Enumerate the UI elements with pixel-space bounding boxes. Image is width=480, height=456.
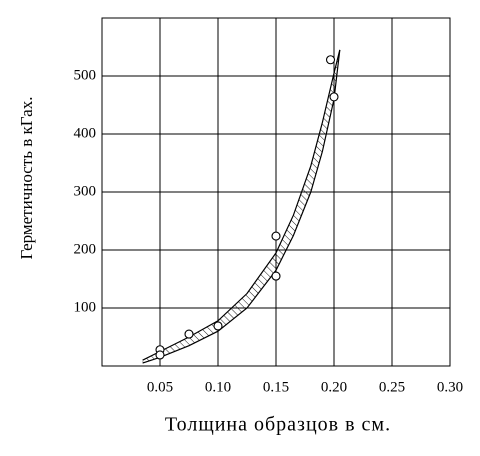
data-point [213, 321, 223, 331]
band-lower [142, 49, 341, 364]
data-point [271, 271, 281, 281]
x-tick-label: 0.05 [147, 379, 173, 395]
data-point [271, 231, 281, 241]
data-point [329, 92, 339, 102]
x-tick-label: 0.30 [437, 379, 463, 395]
y-tick-label: 500 [74, 67, 97, 83]
band-upper [142, 49, 341, 361]
x-tick-label: 0.20 [321, 379, 347, 395]
y-axis-label: Герметичность в кГах. [17, 97, 36, 260]
x-tick-label: 0.25 [379, 379, 405, 395]
y-tick-label: 400 [74, 125, 97, 141]
band-fill [142, 49, 340, 364]
y-tick-label: 100 [74, 299, 97, 315]
data-point [155, 350, 165, 360]
y-tick-label: 300 [74, 183, 97, 199]
x-axis-label: Толщина образцов в см. [165, 414, 391, 436]
y-tick-label: 200 [74, 241, 97, 257]
data-point [184, 329, 194, 339]
x-tick-label: 0.15 [263, 379, 289, 395]
data-point [325, 55, 336, 65]
x-tick-label: 0.10 [205, 379, 231, 395]
